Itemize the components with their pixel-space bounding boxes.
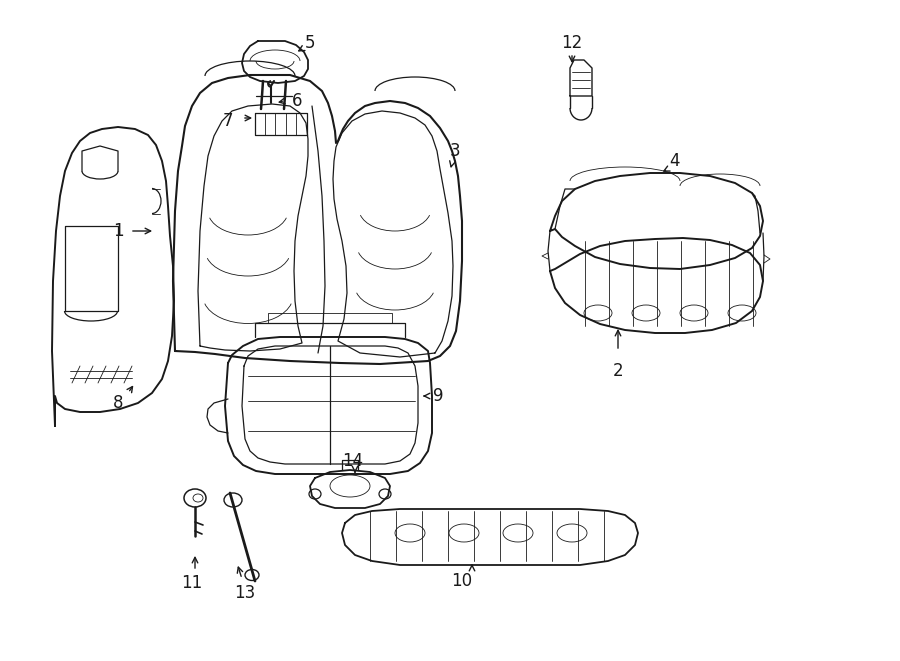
Text: 13: 13 <box>234 584 256 602</box>
Text: 6: 6 <box>292 92 302 110</box>
Text: 14: 14 <box>342 452 364 470</box>
Text: 5: 5 <box>305 34 315 52</box>
Text: 10: 10 <box>452 572 472 590</box>
Text: 11: 11 <box>182 574 202 592</box>
Text: 12: 12 <box>562 34 582 52</box>
Text: 9: 9 <box>433 387 443 405</box>
Text: 2: 2 <box>613 362 624 380</box>
Text: 4: 4 <box>670 152 680 170</box>
Text: 3: 3 <box>450 142 460 160</box>
Text: 8: 8 <box>112 394 123 412</box>
Text: 7: 7 <box>223 112 233 130</box>
Text: 1: 1 <box>112 222 123 240</box>
